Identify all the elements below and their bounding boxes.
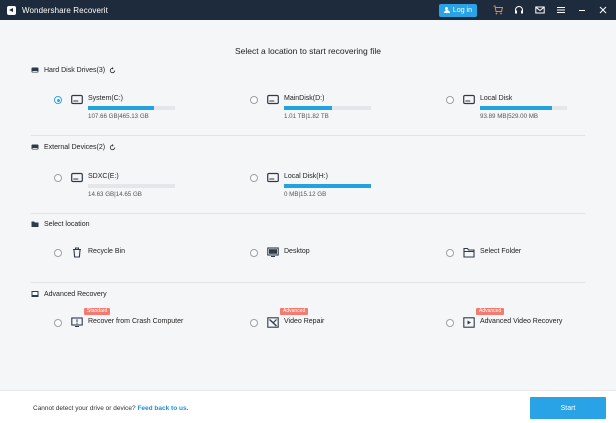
drive-radio[interactable] [54,174,62,182]
drive-usage-fill [284,184,371,188]
location-section-title: Select location [44,220,90,228]
location-item[interactable]: Recycle Bin [54,247,125,258]
refresh-icon[interactable] [109,66,116,74]
advanced-section-title: Advanced Recovery [44,290,107,298]
drive-item[interactable]: SDXC(E:) 14.63 GB|14.65 GB [54,172,175,198]
footer-text: Cannot detect your drive or device? [33,405,136,412]
location-radio[interactable] [446,249,454,257]
external-section-title: External Devices(2) [44,143,106,151]
drive-name: System(C:) [88,95,123,102]
desktop-icon [267,247,279,258]
hard-disk-icon [463,94,475,105]
plan-tag: Standard [84,308,111,315]
drive-radio[interactable] [54,96,62,104]
minimize-icon[interactable] [573,0,591,20]
hard-disk-icon [31,67,39,73]
advanced-radio[interactable] [446,319,454,327]
drive-usage-bar [284,184,371,188]
video-recovery-icon [463,317,475,328]
folder-icon [463,247,475,258]
drive-usage-bar [88,184,175,188]
video-repair-icon [267,317,279,328]
drive-item[interactable]: Local Disk(H:) 0 MB|15.12 GB [250,172,371,198]
drive-name: MainDisk(D:) [284,95,325,102]
location-radio[interactable] [54,249,62,257]
location-name: Desktop [284,248,310,255]
app-logo-icon [7,5,16,15]
hard-disk-section-title: Hard Disk Drives(3) [44,66,106,74]
drive-usage-fill [480,106,553,110]
external-drive-icon [267,172,279,183]
advanced-item-name: Video Repair [284,318,325,325]
refresh-icon[interactable] [109,143,116,151]
drive-item[interactable]: System(C:) 107.66 GB|465.13 GB [54,94,175,120]
page-heading: Select a location to start recovering fi… [235,46,381,56]
drive-usage-bar [88,106,175,110]
drive-radio[interactable] [250,174,258,182]
location-item[interactable]: Desktop [250,247,310,258]
hard-disk-icon [267,94,279,105]
drive-size: 1.01 TB|1.82 TB [284,113,329,120]
plan-tag: Advanced [476,308,505,315]
location-section-header: Select location [31,220,90,228]
footer-message: Cannot detect your drive or device? Feed… [33,405,188,412]
headset-icon[interactable] [510,0,528,20]
drive-item[interactable]: Local Disk 93.89 MB|529.00 MB [446,94,567,120]
drive-radio[interactable] [250,96,258,104]
drive-size: 107.66 GB|465.13 GB [88,113,149,120]
location-name: Recycle Bin [88,248,125,255]
external-drive-icon [71,172,83,183]
location-radio[interactable] [250,249,258,257]
drive-usage-bar [284,106,371,110]
drive-radio[interactable] [446,96,454,104]
location-name: Select Folder [480,248,522,255]
hard-disk-icon [71,94,83,105]
location-item[interactable]: Select Folder [446,247,521,258]
app-title: Wondershare Recoverit [22,5,108,15]
drive-usage-fill [284,106,332,110]
folder-icon [31,221,39,227]
drive-size: 14.63 GB|14.65 GB [88,191,142,198]
advanced-item[interactable]: Advanced Video Repair [250,308,325,328]
recycle-bin-icon [71,247,83,258]
drive-usage-bar [480,106,567,110]
drive-name: Local Disk [480,95,513,102]
advanced-item[interactable]: Standard Recover from Crash Computer [54,308,184,328]
login-label: Log in [452,6,472,14]
drive-size: 93.89 MB|529.00 MB [480,113,539,120]
section-divider [31,135,585,136]
mail-icon[interactable] [531,0,549,20]
advanced-section-header: Advanced Recovery [31,290,107,298]
close-icon[interactable] [594,0,612,20]
section-divider [31,282,585,283]
advanced-radio[interactable] [250,319,258,327]
feedback-link[interactable]: Feed back to us. [137,405,189,412]
cart-icon[interactable] [489,0,507,20]
advanced-item-name: Recover from Crash Computer [88,318,184,325]
drive-item[interactable]: MainDisk(D:) 1.01 TB|1.82 TB [250,94,371,120]
footer-bar: Cannot detect your drive or device? Feed… [0,390,616,423]
advanced-item[interactable]: Advanced Advanced Video Recovery [446,308,563,328]
menu-icon[interactable] [552,0,570,20]
external-section-header: External Devices(2) [31,143,116,151]
user-icon [443,6,450,14]
advanced-item-name: Advanced Video Recovery [480,318,563,325]
drive-size: 0 MB|15.12 GB [284,191,327,198]
drive-name: SDXC(E:) [88,173,119,180]
section-divider [31,213,585,214]
drive-usage-fill [88,106,155,110]
title-bar: Wondershare Recoverit Log in [0,0,616,20]
advanced-recovery-icon [31,291,39,297]
drive-name: Local Disk(H:) [284,173,328,180]
plan-tag: Advanced [280,308,309,315]
login-button[interactable]: Log in [438,3,477,17]
title-bar-actions: Log in [438,0,616,20]
external-drive-icon [31,144,39,150]
start-button[interactable]: Start [530,397,606,419]
crash-computer-icon [71,317,83,328]
hard-disk-section-header: Hard Disk Drives(3) [31,66,116,74]
advanced-radio[interactable] [54,319,62,327]
